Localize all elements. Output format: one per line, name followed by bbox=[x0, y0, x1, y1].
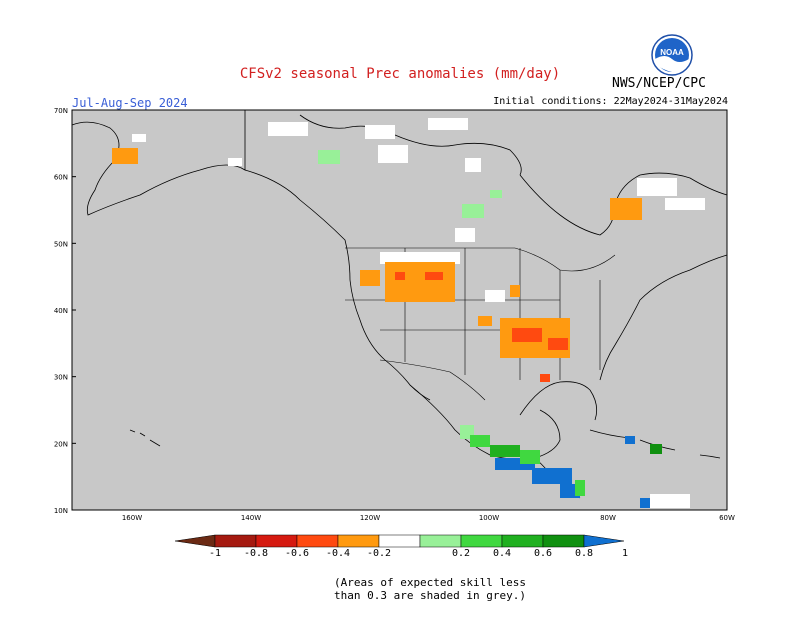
colorbar-label: -0.6 bbox=[285, 548, 309, 559]
lat-tick-label: 30N bbox=[54, 374, 68, 382]
noaa-logo: NOAA bbox=[651, 34, 693, 76]
lat-tick-label: 50N bbox=[54, 240, 68, 248]
skill-note-line-1: (Areas of expected skill less bbox=[333, 576, 527, 589]
lat-tick-label: 10N bbox=[54, 507, 68, 515]
lat-tick-label: 60N bbox=[54, 174, 68, 182]
forecast-period: Jul-Aug-Sep 2024 bbox=[72, 96, 188, 110]
colorbar-label: -0.4 bbox=[326, 548, 350, 559]
colorbar-segment bbox=[460, 534, 503, 548]
colorbar-label: -0.8 bbox=[244, 548, 268, 559]
lat-tick-label: 20N bbox=[54, 440, 68, 448]
lat-tick-label: 70N bbox=[54, 107, 68, 115]
colorbar-label: 0.2 bbox=[452, 548, 470, 559]
skill-note: (Areas of expected skill less than 0.3 a… bbox=[0, 576, 800, 602]
colorbar-label: 0.6 bbox=[534, 548, 552, 559]
lon-tick-label: 80W bbox=[600, 514, 616, 522]
colorbar-label: 0.8 bbox=[575, 548, 593, 559]
lon-tick-label: 140W bbox=[241, 514, 261, 522]
colorbar-labels: -1 -0.8 -0.6 -0.4 -0.2 0.2 0.4 0.6 0.8 1 bbox=[209, 548, 628, 559]
colorbar-segment bbox=[337, 534, 380, 548]
colorbar-segment bbox=[255, 534, 298, 548]
longitude-axis: 160W 140W 120W 100W 80W 60W bbox=[122, 514, 735, 522]
lon-tick-label: 120W bbox=[360, 514, 380, 522]
logo-text: NOAA bbox=[660, 48, 684, 57]
colorbar bbox=[174, 534, 625, 548]
colorbar-segment bbox=[542, 534, 585, 548]
colorbar-segment bbox=[214, 534, 257, 548]
colorbar-label: -0.2 bbox=[367, 548, 391, 559]
colorbar-arrow-right bbox=[583, 534, 625, 548]
skill-note-line-2: than 0.3 are shaded in grey.) bbox=[333, 589, 527, 602]
lon-tick-label: 60W bbox=[719, 514, 735, 522]
lat-tick-label: 40N bbox=[54, 307, 68, 315]
lon-tick-label: 100W bbox=[479, 514, 499, 522]
initial-conditions: Initial conditions: 22May2024-31May2024 bbox=[493, 96, 728, 107]
map-background bbox=[72, 110, 727, 510]
colorbar-segment bbox=[296, 534, 339, 548]
colorbar-label: -1 bbox=[209, 548, 221, 559]
colorbar-segment bbox=[378, 534, 421, 548]
organization-label: NWS/NCEP/CPC bbox=[612, 76, 706, 91]
colorbar-label: 1 bbox=[622, 548, 628, 559]
colorbar-segment bbox=[501, 534, 544, 548]
latitude-axis: 70N 60N 50N 40N 30N 20N 10N bbox=[54, 107, 76, 515]
colorbar-segment bbox=[419, 534, 462, 548]
lon-tick-label: 160W bbox=[122, 514, 142, 522]
colorbar-label: 0.4 bbox=[493, 548, 511, 559]
colorbar-arrow-left bbox=[174, 534, 216, 548]
map-title: CFSv2 seasonal Prec anomalies (mm/day) bbox=[239, 66, 561, 82]
anomaly-patches bbox=[112, 118, 705, 508]
